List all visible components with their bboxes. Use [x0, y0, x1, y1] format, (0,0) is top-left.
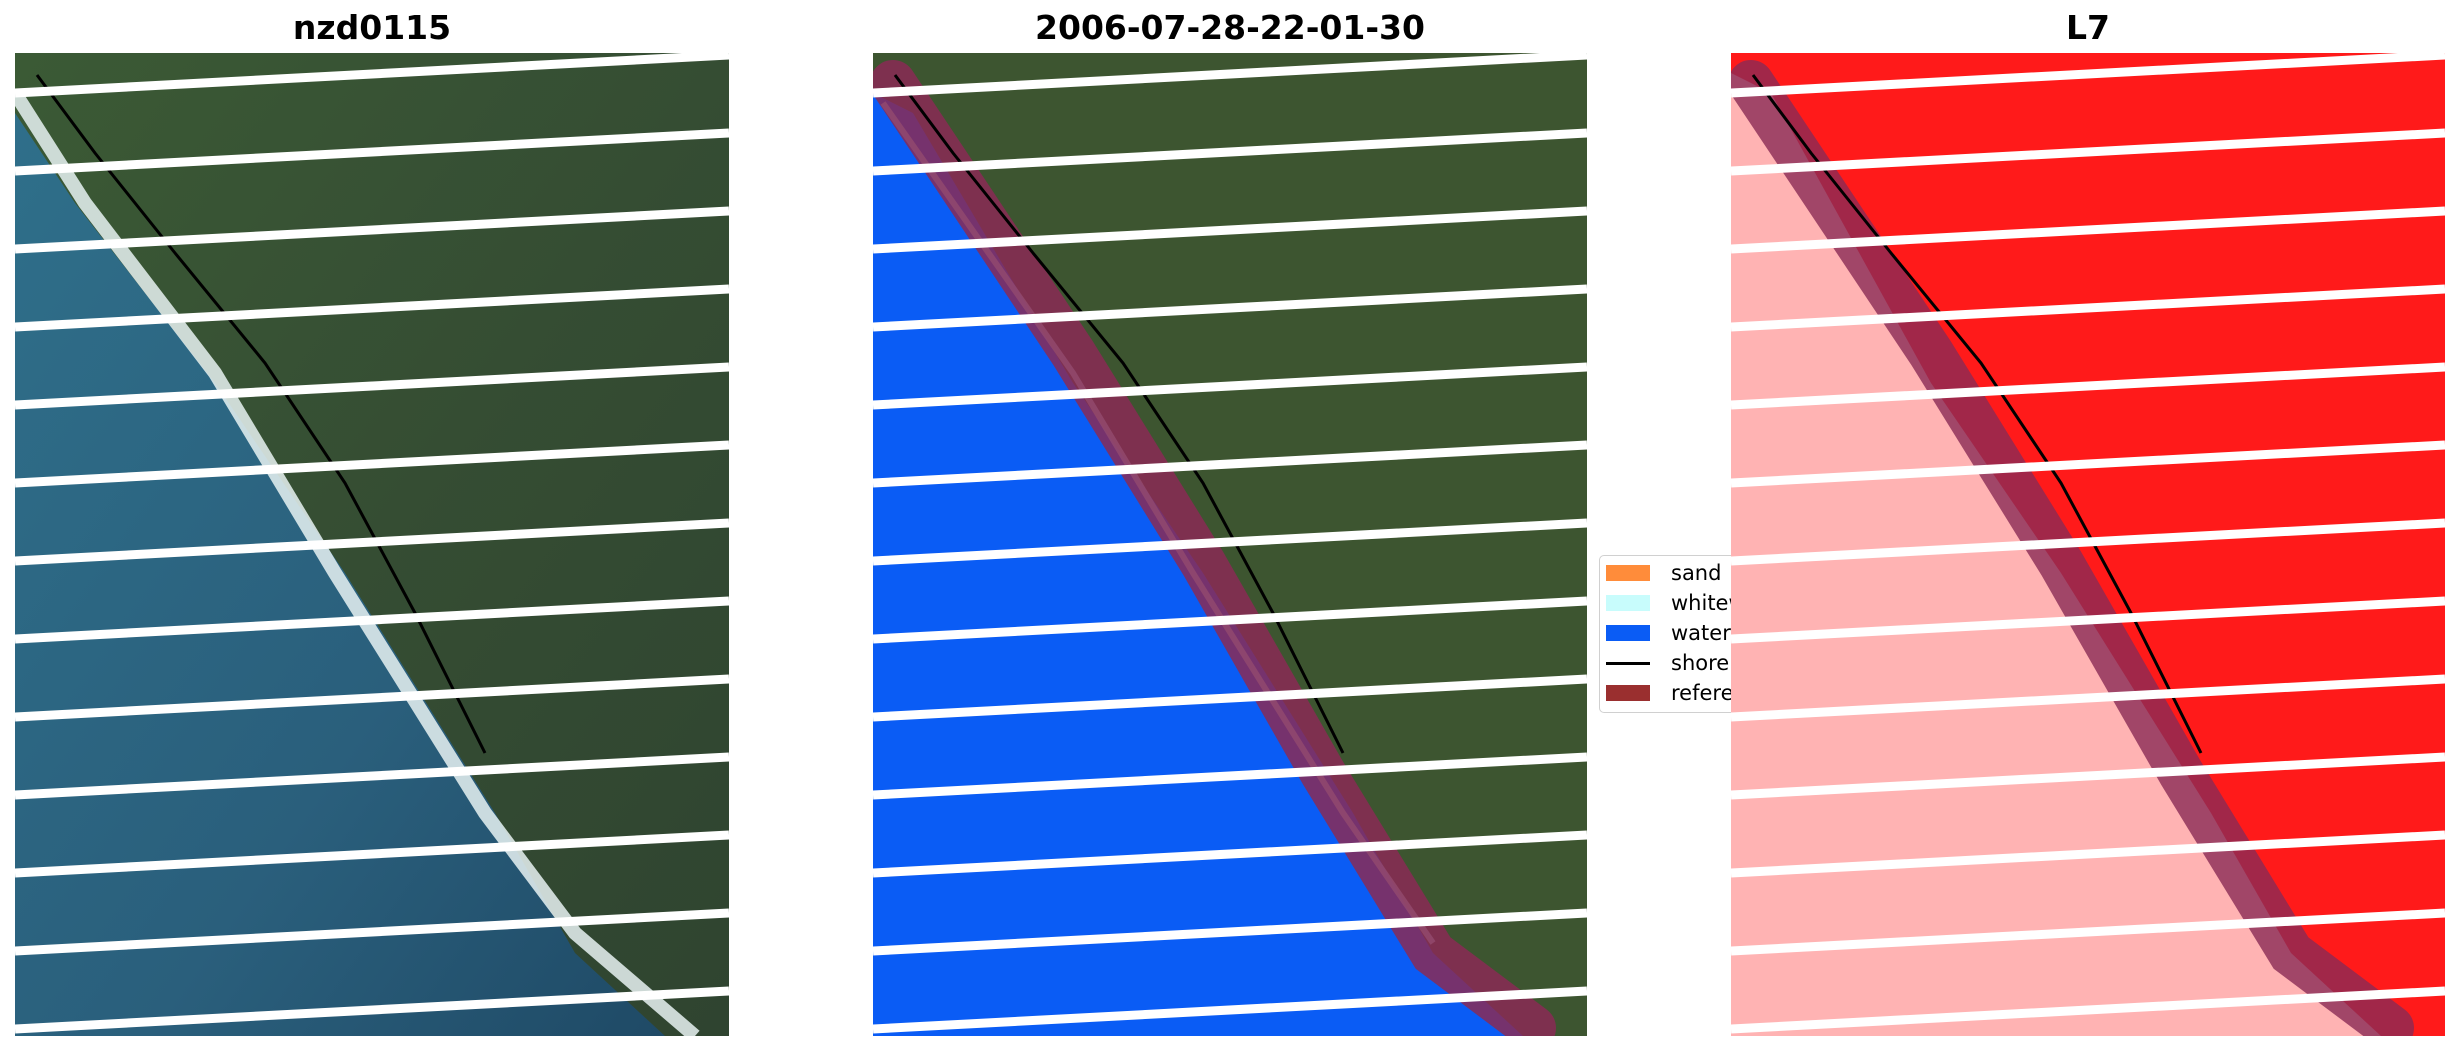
legend-label: water [1671, 621, 1731, 645]
index-panel [1731, 53, 2445, 1036]
detected-shoreline [35, 74, 487, 754]
reference-shoreline-buffer [1731, 60, 2414, 1036]
legend-label: sand [1671, 561, 1722, 585]
legend-label: shoreline [1671, 651, 1738, 675]
panel-title-classification: 2006-07-28-22-01-30 [1035, 8, 1425, 47]
scan-gap-stripes [1731, 53, 2445, 1034]
legend-swatch-reference [1606, 685, 1650, 701]
legend-item-shoreline: shoreline [1606, 650, 1738, 675]
reference-shoreline-buffer [873, 60, 1556, 1036]
legend-swatch-whitewater [1606, 595, 1650, 611]
legend-swatch-sand [1606, 565, 1650, 581]
detected-shoreline [893, 74, 1345, 754]
rgb-image-panel [15, 53, 729, 1036]
legend-item-sand: sand [1606, 560, 1738, 585]
panel-title-index: L7 [2066, 8, 2110, 47]
legend-swatch-shoreline [1606, 662, 1650, 665]
panel-title-rgb: nzd0115 [292, 8, 452, 47]
scan-gap-stripes [15, 53, 729, 1034]
surf-zone [15, 89, 700, 1036]
scan-gap-stripes [873, 53, 1587, 1034]
legend-item-water: water [1606, 620, 1738, 645]
detected-shoreline [1751, 74, 2203, 754]
legend-swatch-water [1606, 625, 1650, 641]
classification-panel [873, 53, 1587, 1036]
legend-label: reference shoreline buffer [1671, 681, 1738, 705]
legend-item-reference: reference shoreline buffer [1606, 680, 1738, 705]
index-water-area [1731, 73, 2381, 1036]
